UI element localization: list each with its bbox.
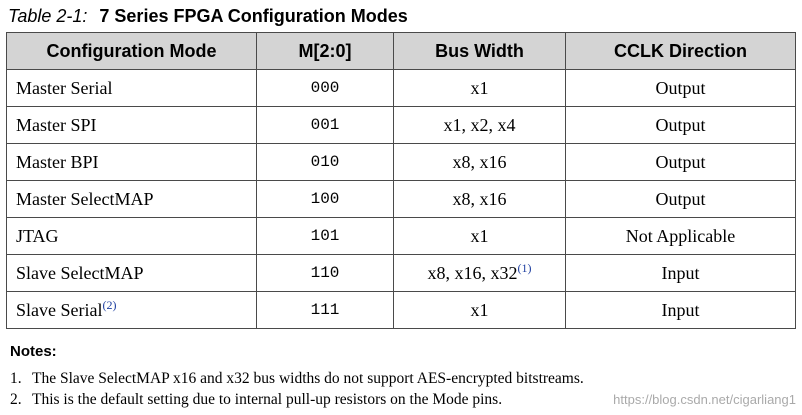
- cclk-direction-cell: Not Applicable: [565, 217, 796, 255]
- mode-cell: Master Serial: [6, 69, 257, 107]
- mode-cell: Slave SelectMAP: [6, 254, 257, 292]
- table-row: JTAG 101 x1 Not Applicable: [6, 217, 796, 255]
- notes-list: 1. The Slave SelectMAP x16 and x32 bus wi…: [10, 368, 584, 410]
- note-item: 2. This is the default setting due to int…: [10, 389, 584, 410]
- mode-pins-cell: 010: [256, 143, 394, 181]
- mode-pins-cell: 001: [256, 106, 394, 144]
- bus-width-text: x1, x2, x4: [443, 114, 516, 135]
- note-text: The Slave SelectMAP x16 and x32 bus widt…: [32, 370, 584, 387]
- cclk-direction-cell: Output: [565, 180, 796, 218]
- note-number: 2.: [10, 391, 22, 408]
- bus-width-cell: x1: [393, 69, 566, 107]
- note-number: 1.: [10, 370, 22, 387]
- table-row: Slave SelectMAP 110 x8, x16, x32(1) Inpu…: [6, 254, 796, 292]
- bus-width-cell: x8, x16, x32(1): [393, 254, 566, 292]
- bus-width-text: x1: [470, 225, 489, 246]
- table-caption: Table 2-1: 7 Series FPGA Configuration Mo…: [8, 4, 408, 28]
- bus-width-text: x1: [470, 77, 489, 98]
- bus-width-text: x8, x16: [452, 188, 507, 209]
- mode-pins-cell: 000: [256, 69, 394, 107]
- mode-cell: Master BPI: [6, 143, 257, 181]
- cclk-direction-cell: Output: [565, 106, 796, 144]
- header-mode-pins: M[2:0]: [256, 32, 394, 70]
- cclk-direction-cell: Output: [565, 143, 796, 181]
- bus-note-ref[interactable]: (1): [517, 260, 532, 275]
- mode-pins-cell: 100: [256, 180, 394, 218]
- mode-text: Master Serial: [16, 77, 113, 98]
- mode-text: Slave Serial: [16, 299, 103, 320]
- mode-cell: JTAG: [6, 217, 257, 255]
- mode-text: Master SPI: [16, 114, 97, 135]
- bus-width-cell: x8, x16: [393, 180, 566, 218]
- bus-width-text: x8, x16: [452, 151, 507, 172]
- notes-heading: Notes:: [10, 343, 57, 360]
- cclk-direction-cell: Input: [565, 254, 796, 292]
- caption-label: Table 2-1:: [8, 6, 88, 26]
- mode-pins-cell: 101: [256, 217, 394, 255]
- mode-pins-cell: 110: [256, 254, 394, 292]
- mode-cell: Slave Serial(2): [6, 291, 257, 329]
- table-header-row: Configuration Mode M[2:0] Bus Width CCLK…: [6, 32, 796, 70]
- bus-width-text: x8, x16, x32: [427, 262, 518, 283]
- mode-text: Master BPI: [16, 151, 99, 172]
- bus-width-cell: x1, x2, x4: [393, 106, 566, 144]
- table-row: Master BPI 010 x8, x16 Output: [6, 143, 796, 181]
- mode-text: JTAG: [16, 225, 59, 246]
- mode-pins-cell: 111: [256, 291, 394, 329]
- note-item: 1. The Slave SelectMAP x16 and x32 bus wi…: [10, 368, 584, 389]
- table-row: Slave Serial(2) 111 x1 Input: [6, 291, 796, 329]
- mode-cell: Master SPI: [6, 106, 257, 144]
- header-cclk-direction: CCLK Direction: [565, 32, 796, 70]
- bus-width-cell: x1: [393, 291, 566, 329]
- cclk-direction-cell: Input: [565, 291, 796, 329]
- header-configuration-mode: Configuration Mode: [6, 32, 257, 70]
- cclk-direction-cell: Output: [565, 69, 796, 107]
- bus-width-cell: x8, x16: [393, 143, 566, 181]
- mode-cell: Master SelectMAP: [6, 180, 257, 218]
- note-text: This is the default setting due to inter…: [32, 391, 503, 408]
- mode-text: Slave SelectMAP: [16, 262, 144, 283]
- mode-note-ref[interactable]: (2): [102, 297, 117, 312]
- table-row: Master SPI 001 x1, x2, x4 Output: [6, 106, 796, 144]
- mode-text: Master SelectMAP: [16, 188, 154, 209]
- header-bus-width: Bus Width: [393, 32, 566, 70]
- caption-title: 7 Series FPGA Configuration Modes: [99, 6, 408, 26]
- configuration-modes-table: Configuration Mode M[2:0] Bus Width CCLK…: [6, 32, 796, 329]
- bus-width-cell: x1: [393, 217, 566, 255]
- table-row: Master Serial 000 x1 Output: [6, 69, 796, 107]
- watermark: https://blog.csdn.net/cigarliang1: [613, 392, 796, 407]
- table-row: Master SelectMAP 100 x8, x16 Output: [6, 180, 796, 218]
- bus-width-text: x1: [470, 299, 489, 320]
